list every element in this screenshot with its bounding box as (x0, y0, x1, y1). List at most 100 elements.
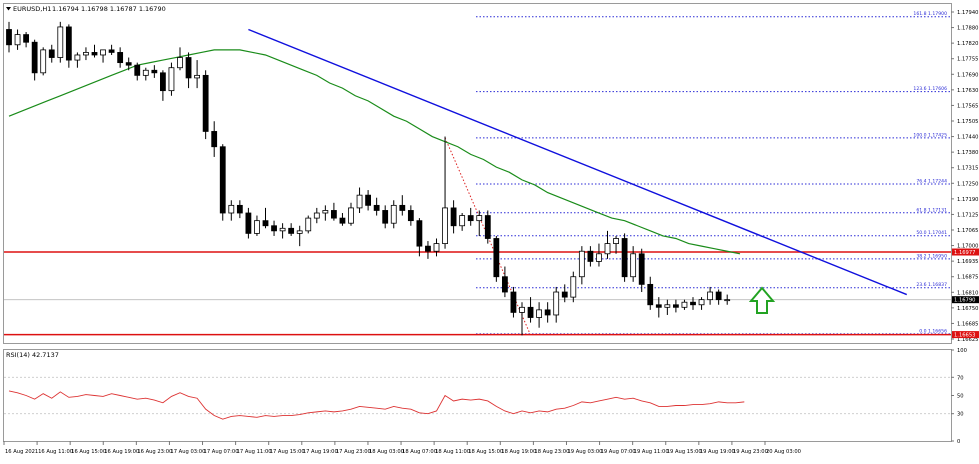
y-tick-label: 1.17820 (957, 41, 978, 47)
candle-body (519, 306, 525, 313)
candle-body (510, 291, 517, 313)
y-tick-label: 1.17000 (957, 244, 978, 250)
candle-body (202, 74, 209, 132)
x-tick-label: 19 Aug 11:00 (634, 449, 669, 455)
y-tick-label: 1.17880 (957, 26, 978, 32)
candle-body (647, 283, 654, 306)
candle-body (211, 131, 218, 148)
support-price-tag-bg (952, 331, 979, 339)
x-tick-label: 17 Aug 19:00 (303, 449, 338, 455)
candle-body (322, 210, 329, 214)
layer-yaxis: 1.17940 1.17880 1.17820 1.17755 1.17690 1.176… (951, 10, 979, 343)
x-tick-label: 16 Aug 2021 (5, 449, 38, 455)
fib-level-label: 61.8 1.17131 (916, 207, 947, 213)
candle-body (65, 26, 72, 61)
symbol-label: EURUSD,H1 (13, 5, 51, 13)
candle-body (527, 306, 534, 318)
candle-body (151, 69, 158, 74)
candle-body (271, 225, 277, 232)
y-tick-label: 1.16810 (957, 290, 978, 296)
candle-body (638, 253, 645, 285)
rsi-tick-label: 50 (957, 394, 964, 400)
fib-level-label: 23.6 1.16837 (916, 282, 947, 288)
fib-level-label: 161.8 1.17900 (913, 11, 947, 17)
fib-level-label: 76.4 1.17244 (916, 178, 947, 184)
y-tick-label: 1.17505 (957, 119, 978, 125)
layer-levels (4, 251, 951, 336)
ohlc-label: 1.16794 1.16798 1.16787 1.16790 (52, 5, 166, 13)
candle-body (108, 49, 115, 53)
x-tick-label: 17 Aug 03:00 (170, 449, 205, 455)
x-tick-label: 18 Aug 07:00 (402, 449, 437, 455)
candle-body (501, 276, 508, 293)
y-tick-label: 1.17250 (957, 181, 978, 187)
y-tick-label: 1.17190 (957, 197, 978, 203)
layer-arrow (748, 286, 776, 314)
x-tick-label: 18 Aug 19:00 (501, 449, 536, 455)
candle-body (536, 309, 542, 318)
main-plot-frame (3, 3, 952, 344)
candle-body (228, 204, 235, 214)
candle-body (493, 238, 500, 278)
candle-body (425, 245, 431, 252)
candle-body (177, 57, 183, 69)
x-tick-label: 18 Aug 23:00 (534, 449, 569, 455)
layer-candles (6, 21, 731, 336)
current-price-tag: 1.16790 (954, 298, 975, 304)
x-tick-label: 19 Aug 03:00 (567, 449, 602, 455)
candle-body (134, 64, 141, 76)
candle-body (707, 291, 713, 301)
x-tick-label: 16 Aug 19:00 (104, 449, 139, 455)
y-tick-label: 1.17755 (957, 57, 978, 63)
y-tick-label: 1.16750 (957, 306, 978, 312)
x-tick-label: 18 Aug 03:00 (369, 449, 404, 455)
y-tick-label: 1.16625 (957, 337, 978, 343)
x-tick-label: 18 Aug 15:00 (468, 449, 503, 455)
candle-body (630, 253, 637, 278)
layer-fib: 161.8 1.17900 123.6 1.17606 100.0 1.17425 7… (444, 11, 951, 335)
layer-trend (248, 28, 908, 296)
candle-body (48, 49, 55, 58)
candle-body (91, 52, 98, 56)
candle-body (57, 26, 64, 58)
rsi-tick-label: 30 (957, 412, 964, 418)
candle-body (142, 69, 149, 76)
candle-body (40, 49, 47, 74)
candle-body (570, 276, 577, 298)
x-tick-label: 17 Aug 15:00 (270, 449, 305, 455)
x-tick-label: 16 Aug 23:00 (137, 449, 172, 455)
layer-ma (8, 49, 741, 255)
candle-body (698, 299, 705, 306)
candle-body (305, 217, 312, 232)
symbol-dropdown-icon[interactable] (6, 7, 11, 11)
candle-body (348, 207, 354, 224)
fib-level-label: 50.0 1.17041 (916, 230, 947, 236)
candle-body (236, 204, 243, 214)
candle-body (724, 299, 731, 302)
candle-body (442, 207, 448, 244)
y-tick-label: 1.17065 (957, 228, 978, 234)
x-tick-label: 17 Aug 07:00 (204, 449, 239, 455)
candle-body (484, 215, 491, 239)
candle-body (416, 220, 423, 247)
fib-swing-line (444, 137, 531, 335)
x-tick-label: 20 Aug 03:00 (766, 449, 801, 455)
fib-level-label: 100.0 1.17425 (913, 132, 947, 138)
candle-body (313, 212, 320, 219)
candle-body (83, 52, 89, 56)
fib-level-label: 0.0 1.16656 (919, 328, 947, 334)
candle-body (544, 309, 551, 316)
y-tick-label: 1.17125 (957, 212, 978, 218)
candle-body (613, 238, 619, 244)
y-tick-label: 1.17940 (957, 10, 978, 16)
rsi-tick-label: 0 (957, 439, 960, 445)
candle-body (621, 238, 628, 278)
candle-body (125, 62, 132, 66)
y-tick-label: 1.17380 (957, 150, 978, 156)
candle-body (365, 194, 372, 206)
y-tick-label: 1.16875 (957, 275, 978, 281)
candle-body (159, 72, 166, 92)
